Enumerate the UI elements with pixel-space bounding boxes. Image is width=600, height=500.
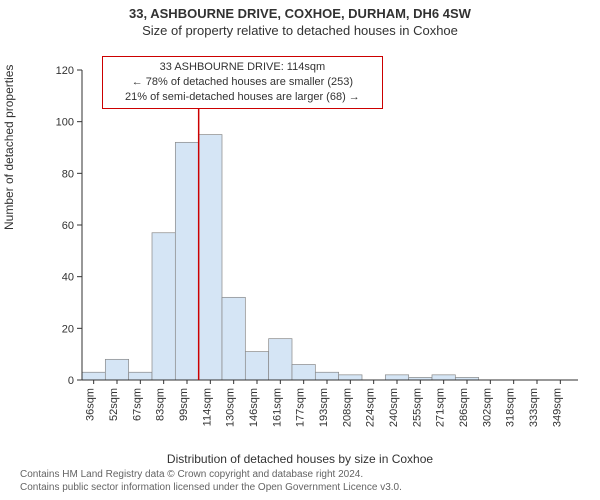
annotation-line1: 33 ASHBOURNE DRIVE: 114sqm: [125, 60, 360, 75]
svg-text:80: 80: [62, 168, 74, 180]
svg-text:193sqm: 193sqm: [318, 388, 330, 427]
svg-text:60: 60: [62, 220, 74, 232]
svg-text:318sqm: 318sqm: [505, 388, 517, 427]
svg-text:120: 120: [56, 65, 74, 77]
footer-line1: Contains HM Land Registry data © Crown c…: [20, 469, 402, 482]
page-title: 33, ASHBOURNE DRIVE, COXHOE, DURHAM, DH6…: [0, 0, 600, 21]
svg-text:52sqm: 52sqm: [108, 388, 120, 421]
svg-text:83sqm: 83sqm: [155, 388, 167, 421]
svg-text:100: 100: [56, 117, 74, 129]
svg-text:20: 20: [62, 323, 74, 335]
chart-area: 0 20 40 60 80 100 120 36sqm 52sqm 67sqm 83sqm 99sqm…: [48, 50, 578, 430]
x-axis-label: Distribution of detached houses by size …: [0, 452, 600, 466]
svg-text:208sqm: 208sqm: [341, 388, 353, 427]
svg-text:333sqm: 333sqm: [528, 388, 540, 427]
annotation-box: 33 ASHBOURNE DRIVE: 114sqm ← 78% of deta…: [102, 56, 383, 109]
svg-text:161sqm: 161sqm: [271, 388, 283, 427]
svg-text:0: 0: [68, 375, 74, 387]
y-axis-label: Number of detached properties: [2, 65, 16, 230]
svg-text:286sqm: 286sqm: [458, 388, 470, 427]
svg-text:67sqm: 67sqm: [131, 388, 143, 421]
svg-text:240sqm: 240sqm: [388, 388, 400, 427]
svg-text:255sqm: 255sqm: [411, 388, 423, 427]
svg-text:36sqm: 36sqm: [85, 388, 97, 421]
svg-text:130sqm: 130sqm: [225, 388, 237, 427]
footer-line2: Contains public sector information licen…: [20, 482, 402, 495]
svg-text:302sqm: 302sqm: [481, 388, 493, 427]
svg-text:349sqm: 349sqm: [551, 388, 563, 427]
svg-text:99sqm: 99sqm: [178, 388, 190, 421]
annotation-line3: 21% of semi-detached houses are larger (…: [125, 90, 360, 105]
svg-text:177sqm: 177sqm: [295, 388, 307, 427]
svg-text:114sqm: 114sqm: [201, 388, 213, 426]
footer-attribution: Contains HM Land Registry data © Crown c…: [20, 469, 402, 494]
chart-container: 33, ASHBOURNE DRIVE, COXHOE, DURHAM, DH6…: [0, 0, 600, 500]
svg-text:146sqm: 146sqm: [248, 388, 260, 427]
annotation-line2: ← 78% of detached houses are smaller (25…: [125, 75, 360, 90]
svg-text:271sqm: 271sqm: [435, 388, 447, 427]
svg-text:40: 40: [62, 272, 74, 284]
svg-text:224sqm: 224sqm: [365, 388, 377, 427]
page-subtitle: Size of property relative to detached ho…: [0, 21, 600, 38]
